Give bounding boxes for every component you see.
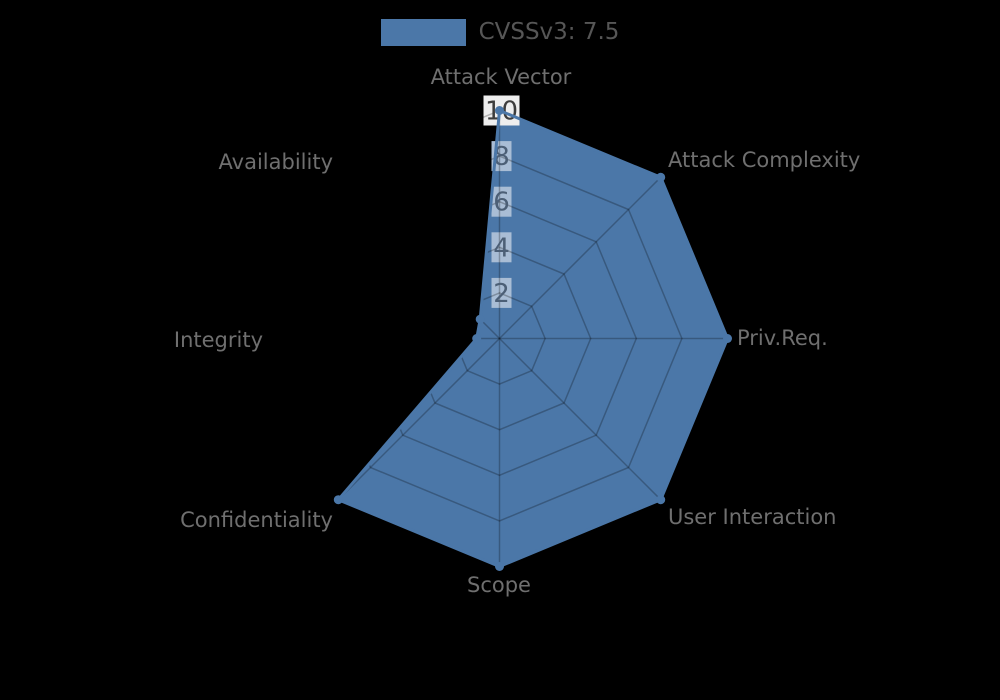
axis-label-user-interaction: User Interaction xyxy=(668,505,836,529)
tick-box-4 xyxy=(491,232,512,263)
tick-label-4: 4 xyxy=(493,233,510,263)
axis-label-attack-complexity: Attack Complexity xyxy=(668,148,860,172)
tick-label-6: 6 xyxy=(493,188,510,218)
legend: CVSSv3: 7.5 xyxy=(0,19,1000,46)
axis-label-priv-req: Priv.Req. xyxy=(737,326,828,350)
data-point-user-interaction xyxy=(656,495,666,505)
data-point-priv-req xyxy=(723,334,732,343)
axis-spoke-confidentiality xyxy=(337,337,501,501)
grid-ring-8 xyxy=(316,155,683,522)
series-polygon-fill xyxy=(338,110,728,567)
axis-spoke-user-interaction xyxy=(498,337,662,501)
legend-swatch xyxy=(380,19,466,46)
data-point-integrity xyxy=(472,334,482,343)
tick-box-2 xyxy=(491,277,512,308)
axis-spoke-attack-complexity xyxy=(498,176,662,340)
tick-label-2: 2 xyxy=(493,279,510,309)
data-point-attack-complexity xyxy=(656,172,666,182)
data-point-attack-vector xyxy=(495,106,504,115)
data-point-availability xyxy=(475,314,485,324)
axis-label-availability: Availability xyxy=(219,150,333,174)
axis-label-attack-vector: Attack Vector xyxy=(431,65,572,89)
axis-spoke-availability xyxy=(337,176,501,340)
tick-box-6 xyxy=(491,186,512,217)
axis-label-scope: Scope xyxy=(467,573,531,597)
grid-ring-2 xyxy=(453,292,546,385)
axis-label-confidentiality: Confidentiality xyxy=(180,508,333,532)
legend-label: CVSSv3: 7.5 xyxy=(478,19,620,45)
data-point-scope xyxy=(495,562,504,571)
grid-ring-4 xyxy=(407,246,592,431)
axis-label-integrity: Integrity xyxy=(174,328,263,352)
legend-item-cvssv3[interactable]: CVSSv3: 7.5 xyxy=(380,19,620,46)
grid-ring-6 xyxy=(361,200,638,477)
data-point-confidentiality xyxy=(333,495,343,505)
